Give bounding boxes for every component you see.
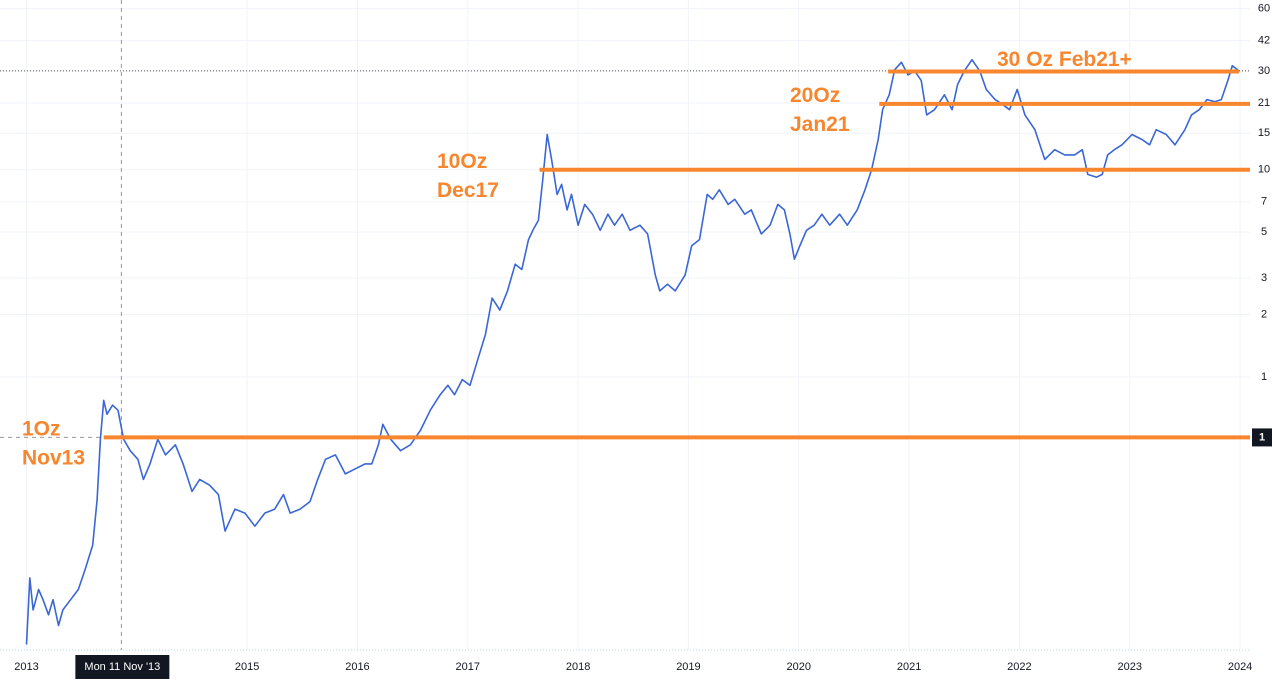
- crosshair-x-label-box: [75, 655, 170, 679]
- y-tick-label: 21: [1258, 97, 1270, 109]
- x-tick-label: 2018: [566, 661, 590, 673]
- y-tick-label: 30: [1258, 65, 1270, 77]
- annotation-label: 20Oz: [790, 84, 840, 107]
- x-tick-label: 2013: [14, 661, 38, 673]
- annotation-label: 10Oz: [437, 150, 487, 173]
- y-tick-label: 1: [1261, 371, 1267, 383]
- annotation-label: Nov13: [22, 446, 85, 469]
- y-tick-label: 3: [1261, 272, 1267, 284]
- annotation-label: Jan21: [790, 113, 850, 136]
- x-tick-label: 2020: [787, 661, 811, 673]
- annotation-label: Dec17: [437, 179, 499, 202]
- x-tick-label: 2023: [1118, 661, 1142, 673]
- annotation-label: 30 Oz Feb21+: [997, 48, 1132, 71]
- crosshair-y-label-box: [1252, 428, 1272, 447]
- crosshair-y-label: 1: [1259, 431, 1265, 443]
- x-tick-label: 2017: [456, 661, 480, 673]
- y-tick-label: 42: [1258, 35, 1270, 47]
- x-tick-label: 2019: [676, 661, 700, 673]
- x-tick-label: 2015: [235, 661, 259, 673]
- x-tick-label: 2016: [345, 661, 369, 673]
- annotation-label: 1Oz: [22, 417, 61, 440]
- y-tick-label: 10: [1258, 164, 1270, 176]
- y-tick-label: 15: [1258, 127, 1270, 139]
- price-line-series: [25, 58, 1240, 645]
- x-tick-label: 2021: [897, 661, 921, 673]
- y-tick-label: 5: [1261, 226, 1267, 238]
- y-tick-label: 7: [1261, 196, 1267, 208]
- crosshair-x-label: Mon 11 Nov '13: [84, 661, 160, 673]
- x-tick-label: 2022: [1007, 661, 1031, 673]
- y-tick-label: 2: [1261, 308, 1267, 320]
- y-tick-label: 60: [1258, 2, 1270, 14]
- x-tick-label: 2024: [1228, 661, 1252, 673]
